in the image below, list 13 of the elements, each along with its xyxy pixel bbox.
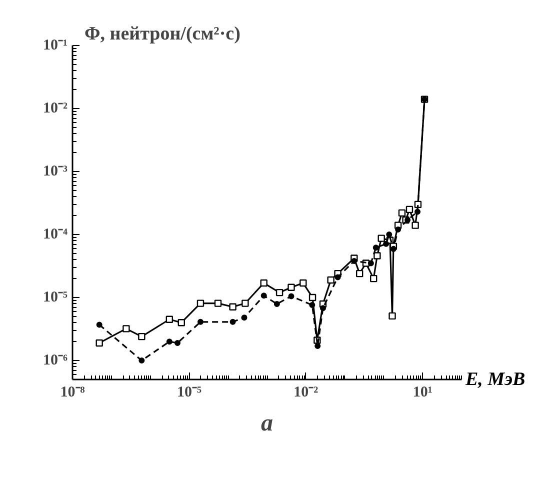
x-axis-title: E, МэВ xyxy=(464,369,526,390)
y-tick-label: 10⁻² xyxy=(43,100,68,117)
y-tick-label: 10⁻⁴ xyxy=(43,226,68,243)
y-tick-label: 10⁻⁶ xyxy=(43,352,68,369)
y-tick-label: 10⁻³ xyxy=(43,164,68,180)
y-tick-label: 10⁻¹ xyxy=(43,38,68,54)
y-tick-label: 10⁻⁵ xyxy=(43,290,68,306)
y-axis-title: Φ, нейтрон/(см²·с) xyxy=(84,24,240,44)
x-tick-label: 10¹ xyxy=(412,384,432,400)
text: a xyxy=(261,410,273,436)
x-tick-label: 10⁻⁵ xyxy=(176,384,202,400)
x-tick-label: 10⁻² xyxy=(294,384,319,400)
x-tick-label: 10⁻⁸ xyxy=(60,384,86,400)
